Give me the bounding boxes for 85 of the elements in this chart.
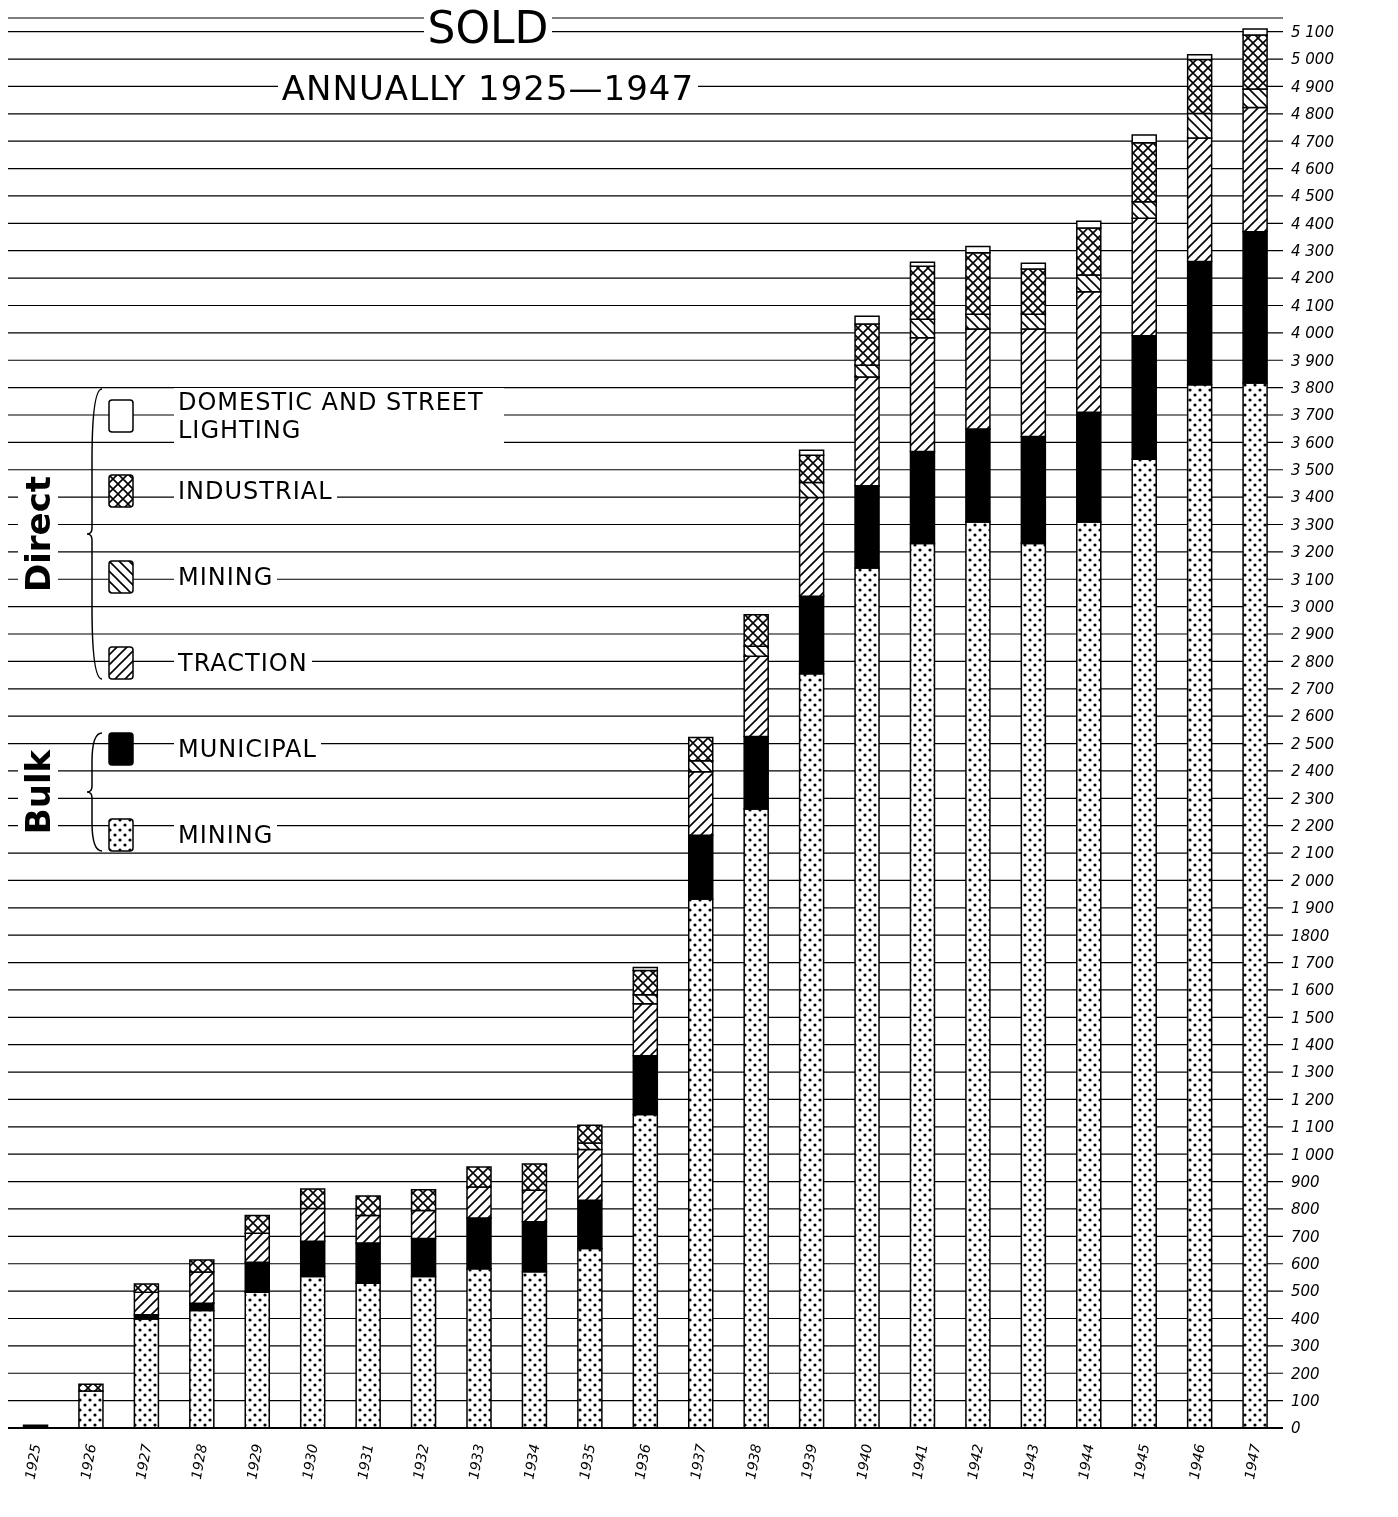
y-tick-label: 3 400 (1291, 488, 1334, 507)
x-tick-label: 1937 (686, 1442, 709, 1481)
y-tick-label: 1 600 (1291, 981, 1334, 1000)
x-tick-label: 1925 (21, 1442, 44, 1481)
y-tick-label: 4 500 (1291, 187, 1334, 206)
y-tick-label: 1 900 (1291, 899, 1334, 918)
y-tick-label: 0 (1291, 1419, 1301, 1438)
y-tick-label: 2 600 (1291, 707, 1334, 726)
y-tick-label: 800 (1291, 1200, 1320, 1219)
y-tick-label: 2 100 (1291, 844, 1334, 863)
legend-label: TRACTION (174, 649, 312, 677)
y-tick-label: 1 100 (1291, 1118, 1334, 1137)
y-tick-label: 4 000 (1291, 324, 1334, 343)
x-tick-label: 1928 (187, 1442, 210, 1481)
y-tick-label: 4 400 (1291, 214, 1334, 233)
y-tick-label: 4 900 (1291, 77, 1334, 96)
x-tick-label: 1943 (1019, 1442, 1042, 1481)
y-tick-label: 2 500 (1291, 734, 1334, 753)
x-tick-label: 1947 (1241, 1442, 1264, 1481)
y-tick-label: 2 300 (1291, 789, 1334, 808)
y-tick-label: 1 400 (1291, 1036, 1334, 1055)
y-tick-label: 2 700 (1291, 680, 1334, 699)
legend-label: INDUSTRIAL (174, 477, 337, 505)
y-tick-label: 3 900 (1291, 351, 1334, 370)
y-tick-label: 1 500 (1291, 1008, 1334, 1027)
y-tick-label: 3 000 (1291, 597, 1334, 616)
x-tick-label: 1935 (576, 1442, 598, 1481)
y-tick-label: 400 (1291, 1309, 1320, 1328)
y-tick-label: 1 200 (1291, 1090, 1334, 1109)
x-tick-label: 1930 (298, 1442, 321, 1481)
y-tick-label: 1800 (1291, 926, 1330, 945)
legend-label: MINING (174, 821, 278, 849)
y-tick-label: 4 100 (1291, 296, 1334, 315)
y-tick-label: 2 000 (1291, 871, 1334, 890)
x-tick-label: 1946 (1185, 1442, 1208, 1481)
y-tick-label: 1 300 (1291, 1063, 1334, 1082)
x-tick-label: 1941 (908, 1442, 931, 1481)
x-tick-label: 1933 (465, 1442, 488, 1481)
y-tick-label: 900 (1291, 1172, 1320, 1191)
y-tick-label: 3 200 (1291, 543, 1334, 562)
x-tick-label: 1932 (409, 1442, 432, 1481)
chart-title: SOLD (423, 2, 553, 53)
y-tick-label: 300 (1291, 1337, 1320, 1356)
y-tick-label: 3 800 (1291, 378, 1334, 397)
y-tick-label: 100 (1291, 1391, 1320, 1410)
x-tick-label: 1929 (243, 1442, 266, 1481)
y-tick-label: 4 300 (1291, 242, 1334, 261)
y-tick-label: 3 700 (1291, 406, 1334, 425)
x-tick-label: 1936 (631, 1442, 654, 1481)
legend-label: DOMESTIC AND STREET LIGHTING (174, 388, 504, 444)
annotation: Direct (18, 475, 58, 593)
legend-label: MUNICIPAL (174, 735, 321, 763)
y-tick-label: 2 900 (1291, 625, 1334, 644)
x-tick-label: 1926 (77, 1442, 100, 1481)
y-tick-label: 4 700 (1291, 132, 1334, 151)
x-tick-label: 1931 (354, 1442, 377, 1481)
x-tick-label: 1940 (853, 1442, 876, 1481)
y-tick-label: 2 800 (1291, 652, 1334, 671)
y-tick-label: 500 (1291, 1282, 1320, 1301)
legend-label: MINING (174, 563, 278, 591)
y-tick-label: 4 600 (1291, 159, 1334, 178)
y-tick-label: 1 700 (1291, 953, 1334, 972)
y-tick-label: 1 000 (1291, 1145, 1334, 1164)
y-tick-label: 3 300 (1291, 515, 1334, 534)
x-tick-label: 1939 (797, 1442, 820, 1481)
y-tick-label: 5 000 (1291, 50, 1334, 69)
y-tick-label: 2 200 (1291, 816, 1334, 835)
text: ANNUALLY 1925—1947 (277, 68, 699, 108)
annotation: Bulk (18, 749, 58, 835)
x-tick-label: 1938 (742, 1442, 765, 1481)
y-tick-label: 2 400 (1291, 762, 1334, 781)
y-tick-label: 3 100 (1291, 570, 1334, 589)
x-tick-label: 1934 (520, 1442, 543, 1481)
y-tick-label: 4 800 (1291, 105, 1334, 124)
x-tick-label: 1927 (132, 1442, 155, 1481)
y-tick-label: 3 600 (1291, 433, 1334, 452)
y-tick-label: 700 (1291, 1227, 1320, 1246)
y-tick-label: 600 (1291, 1255, 1320, 1274)
y-tick-label: 4 200 (1291, 269, 1334, 288)
y-tick-label: 200 (1291, 1364, 1320, 1383)
x-tick-label: 1944 (1074, 1442, 1097, 1481)
x-tick-label: 1945 (1130, 1442, 1153, 1481)
x-tick-label: 1942 (964, 1442, 986, 1481)
y-tick-label: 3 500 (1291, 461, 1334, 480)
y-tick-label: 5 100 (1291, 23, 1334, 42)
